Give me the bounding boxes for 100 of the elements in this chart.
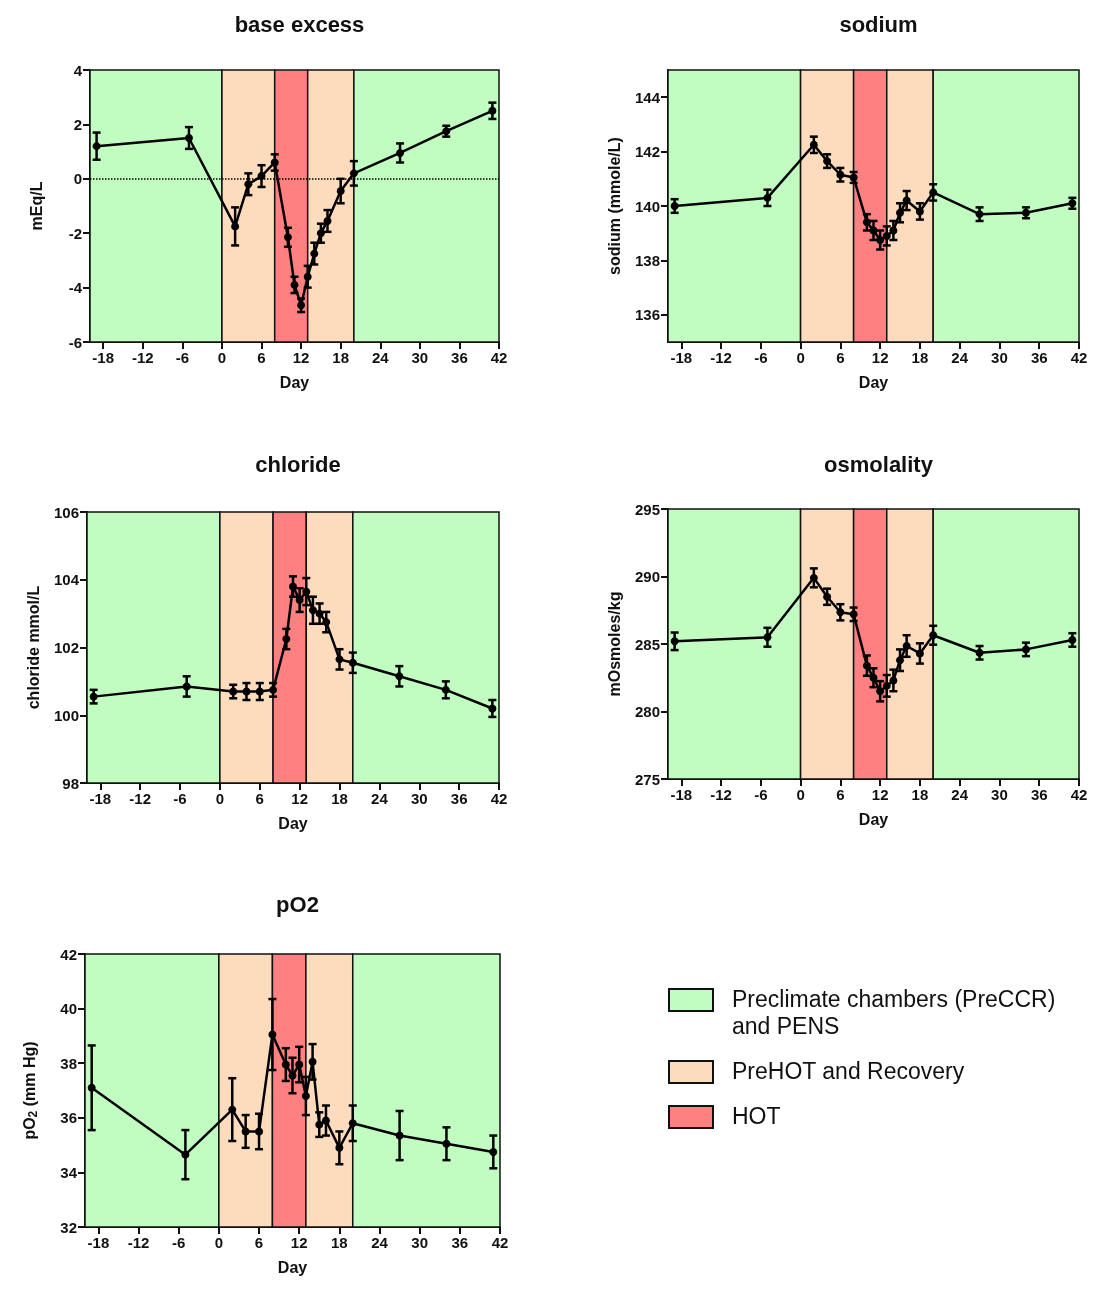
point xyxy=(929,188,938,197)
y-tick-label: 275 xyxy=(634,770,660,788)
point xyxy=(823,592,832,601)
x-tick-label: 36 xyxy=(1030,786,1048,803)
x-tick-label: 12 xyxy=(292,349,310,366)
point xyxy=(862,661,871,670)
y-tick-label: 295 xyxy=(634,500,660,518)
point xyxy=(321,1116,330,1125)
point xyxy=(896,208,905,217)
point xyxy=(302,587,311,596)
y-tick-label: 290 xyxy=(634,568,660,585)
y-axis-title: sodium (mmole/L) xyxy=(605,137,623,275)
point xyxy=(335,655,344,664)
x-tick-label: -18 xyxy=(89,790,112,807)
x-tick-label: 12 xyxy=(871,786,889,803)
x-tick-label: 24 xyxy=(951,786,969,803)
point xyxy=(283,233,292,242)
point xyxy=(268,1030,277,1039)
y-axis-title: chloride mmol/L xyxy=(24,585,42,710)
x-tick-label: -6 xyxy=(754,349,768,366)
x-tick-label: 24 xyxy=(371,1234,389,1251)
x-tick-label: 18 xyxy=(331,1234,348,1251)
y-tick-label: 42 xyxy=(60,945,77,963)
x-tick-label: -12 xyxy=(710,349,732,366)
point xyxy=(882,231,891,240)
point xyxy=(181,1150,190,1159)
x-tick-label: 0 xyxy=(217,349,227,366)
point xyxy=(889,226,898,235)
x-tick-label: 18 xyxy=(331,790,348,807)
x-tick-label: 36 xyxy=(1030,349,1048,366)
y-tick-label: 2 xyxy=(73,115,82,133)
point xyxy=(488,704,497,713)
point xyxy=(862,218,871,227)
point xyxy=(929,631,938,640)
point xyxy=(442,1139,451,1148)
point xyxy=(281,1060,290,1069)
x-tick-label: -18 xyxy=(92,349,115,366)
point xyxy=(348,1119,357,1128)
x-tick-label: 12 xyxy=(290,1234,308,1251)
y-tick-label: 0 xyxy=(73,170,82,188)
point xyxy=(915,207,924,216)
point xyxy=(902,196,911,205)
x-tick-label: 42 xyxy=(490,349,508,366)
point xyxy=(242,687,251,696)
y-tick-label: 4 xyxy=(73,61,83,79)
point xyxy=(902,642,911,651)
point xyxy=(488,106,497,115)
point xyxy=(323,216,332,225)
point xyxy=(308,606,317,615)
x-tick-label: 0 xyxy=(215,790,225,807)
chart-title: chloride xyxy=(255,451,341,477)
point xyxy=(489,1147,498,1156)
x-axis-title: Day xyxy=(278,814,308,832)
x-tick-label: 42 xyxy=(491,1234,509,1251)
x-tick-label: 24 xyxy=(951,349,969,366)
x-tick-label: 30 xyxy=(991,786,1008,803)
point xyxy=(288,1071,297,1080)
x-tick-label: 30 xyxy=(411,349,429,366)
y-tick-label: 142 xyxy=(634,143,660,161)
y-tick-label: 100 xyxy=(53,706,79,724)
x-tick-label: 0 xyxy=(214,1234,224,1251)
point xyxy=(184,134,193,142)
x-tick-label: -12 xyxy=(129,790,152,807)
x-tick-label: -18 xyxy=(670,786,693,803)
x-tick-label: 42 xyxy=(490,790,508,807)
x-tick-label: 6 xyxy=(255,790,264,807)
y-tick-label: 102 xyxy=(53,639,79,656)
point xyxy=(763,193,772,202)
point xyxy=(915,649,924,658)
x-tick-label: 42 xyxy=(1070,786,1088,803)
point xyxy=(303,272,312,281)
x-tick-label: -18 xyxy=(87,1234,110,1251)
x-tick-label: -12 xyxy=(710,786,732,803)
x-tick-label: 18 xyxy=(911,786,929,803)
point xyxy=(322,618,331,627)
x-tick-label: 12 xyxy=(871,349,889,366)
legend-label: PreHOT and Recovery xyxy=(732,1058,965,1085)
point xyxy=(87,1083,96,1092)
x-tick-label: 6 xyxy=(257,349,266,366)
point xyxy=(349,169,358,178)
point xyxy=(182,682,191,691)
point xyxy=(92,142,101,151)
point xyxy=(336,187,345,196)
y-tick-label: 32 xyxy=(60,1218,77,1236)
x-tick-label: 12 xyxy=(291,790,308,807)
y-tick-label: -4 xyxy=(68,279,83,297)
x-tick-label: 0 xyxy=(796,786,805,803)
y-tick-label: 40 xyxy=(60,1000,77,1018)
x-axis-title: Day xyxy=(858,373,889,391)
y-tick-label: -2 xyxy=(68,224,82,242)
x-tick-label: 18 xyxy=(911,349,929,366)
x-tick-label: -6 xyxy=(754,786,768,803)
y-tick-label: 144 xyxy=(634,88,661,106)
point xyxy=(301,1091,310,1100)
point xyxy=(270,158,279,167)
point xyxy=(348,658,357,667)
y-tick-label: 138 xyxy=(634,251,660,269)
point xyxy=(809,573,818,582)
y-tick-label: 140 xyxy=(634,197,660,215)
x-tick-label: 6 xyxy=(254,1234,264,1251)
